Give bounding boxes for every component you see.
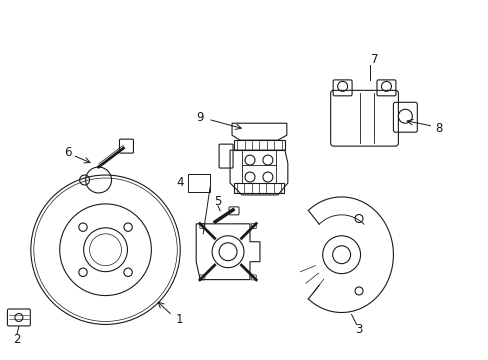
Text: 2: 2 [13,333,20,346]
Text: 6: 6 [64,145,71,159]
Text: 5: 5 [214,195,222,208]
Text: 8: 8 [435,122,442,135]
Text: 4: 4 [176,176,183,189]
Text: 3: 3 [354,323,362,336]
Text: 1: 1 [175,313,183,326]
Text: 9: 9 [196,111,203,124]
Text: 7: 7 [370,53,378,66]
